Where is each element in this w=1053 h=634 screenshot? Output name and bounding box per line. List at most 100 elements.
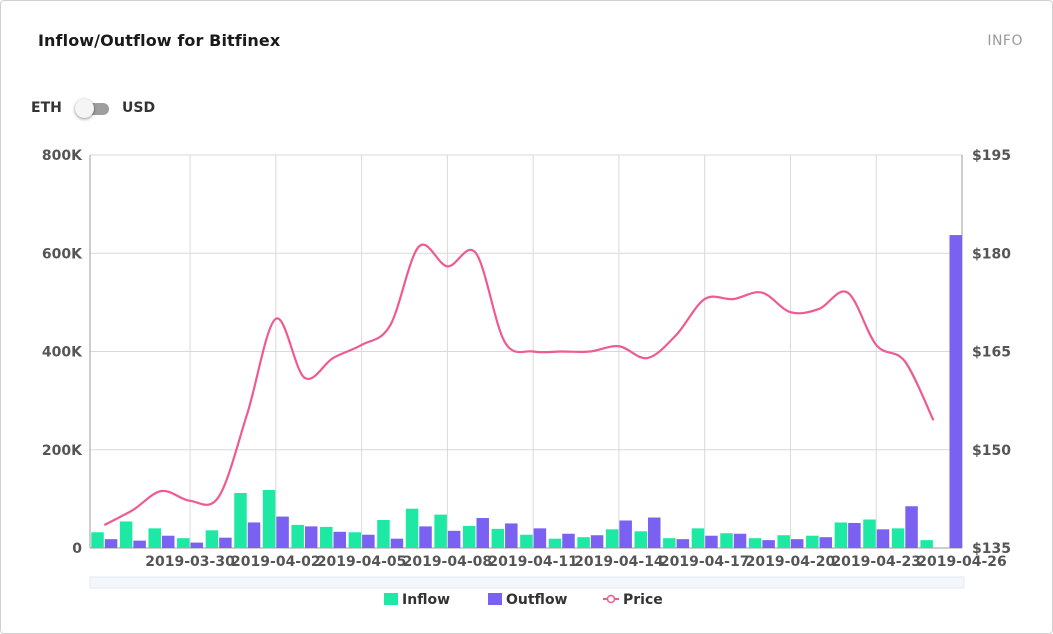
x-tick-label: 2019-04-08 bbox=[403, 554, 493, 570]
y-tick-label-right: $135 bbox=[972, 541, 1011, 557]
inflow-swatch bbox=[384, 593, 398, 605]
outflow-bar bbox=[362, 534, 375, 548]
outflow-bar bbox=[733, 533, 747, 548]
legend-item-outflow[interactable]: Outflow bbox=[488, 590, 568, 610]
inflow-bar bbox=[691, 528, 705, 548]
inflow-bar bbox=[491, 528, 505, 548]
outflow-bar bbox=[790, 539, 804, 548]
legend-label-price: Price bbox=[623, 592, 663, 608]
y-tick-label-right: $150 bbox=[972, 443, 1011, 459]
outflow-bar bbox=[247, 522, 261, 548]
inflow-bar bbox=[920, 540, 933, 548]
inflow-bar bbox=[720, 533, 733, 548]
inflow-bar bbox=[777, 535, 790, 548]
inflow-bar bbox=[320, 526, 333, 548]
outflow-bar bbox=[505, 523, 518, 548]
inflow-bar bbox=[234, 492, 247, 548]
legend-item-inflow[interactable]: Inflow bbox=[384, 590, 450, 610]
outflow-bar bbox=[476, 518, 489, 548]
inflow-bar bbox=[148, 528, 161, 548]
outflow-bar bbox=[304, 526, 318, 548]
chart-legend: Inflow Outflow Price bbox=[0, 590, 1053, 610]
outflow-bar bbox=[590, 535, 604, 548]
outflow-bar bbox=[705, 535, 718, 548]
inflow-bar bbox=[834, 522, 848, 548]
y-tick-label-right: $180 bbox=[972, 246, 1011, 262]
x-tick-label: 2019-04-23 bbox=[831, 554, 921, 570]
y-tick-label-right: $165 bbox=[972, 345, 1011, 361]
unit-toggle-switch[interactable] bbox=[75, 99, 109, 118]
inflow-bar bbox=[434, 514, 447, 548]
inflow-bar bbox=[806, 535, 819, 548]
x-tick-label: 2019-04-20 bbox=[746, 554, 836, 570]
inflow-bar bbox=[348, 532, 362, 548]
unit-usd-label: USD bbox=[122, 100, 156, 116]
inflow-bar bbox=[405, 508, 419, 548]
outflow-bar bbox=[333, 531, 347, 548]
inflow-bar bbox=[462, 525, 476, 548]
inflow-bar bbox=[548, 538, 562, 548]
outflow-bar bbox=[533, 528, 547, 548]
inflow-bar bbox=[205, 530, 219, 548]
legend-label-inflow: Inflow bbox=[402, 592, 451, 608]
inflow-bar bbox=[177, 538, 190, 548]
outflow-bar bbox=[276, 516, 289, 548]
y-tick-label-left: 0 bbox=[72, 541, 82, 557]
inflow-bar bbox=[663, 538, 676, 548]
outflow-bar bbox=[876, 529, 890, 548]
outflow-bar bbox=[133, 540, 146, 548]
y-tick-label-left: 600K bbox=[42, 246, 83, 262]
price-line-swatch bbox=[603, 594, 619, 604]
outflow-swatch bbox=[488, 593, 502, 605]
inflow-bar bbox=[748, 538, 762, 548]
outflow-bar bbox=[762, 540, 775, 548]
inflow-bar bbox=[863, 519, 876, 548]
outflow-bar bbox=[447, 530, 461, 548]
outflow-bar bbox=[819, 537, 833, 548]
inflow-bar bbox=[605, 529, 619, 548]
x-tick-label: 2019-04-02 bbox=[231, 554, 321, 570]
inflow-bar bbox=[377, 519, 390, 548]
x-tick-label: 2019-03-30 bbox=[145, 554, 235, 570]
chart-title: Inflow/Outflow for Bitfinex bbox=[38, 31, 281, 50]
outflow-bar bbox=[905, 506, 918, 548]
outflow-bar bbox=[619, 520, 632, 548]
x-tick-label: 2019-04-17 bbox=[660, 554, 750, 570]
inflow-bar bbox=[634, 531, 648, 548]
inflow-bar bbox=[119, 521, 133, 548]
outflow-bar bbox=[562, 533, 575, 548]
outflow-bar bbox=[848, 522, 861, 548]
outflow-bar bbox=[219, 537, 232, 548]
outflow-bar bbox=[949, 235, 962, 549]
outflow-bar bbox=[161, 535, 175, 548]
info-button[interactable]: INFO bbox=[987, 33, 1023, 49]
x-tick-label: 2019-04-14 bbox=[574, 554, 664, 570]
toggle-knob[interactable] bbox=[75, 99, 94, 118]
inflow-bar bbox=[577, 537, 590, 548]
outflow-bar bbox=[419, 526, 432, 548]
x-tick-label: 2019-04-05 bbox=[317, 554, 407, 570]
outflow-bar bbox=[676, 539, 690, 548]
y-tick-label-right: $195 bbox=[972, 148, 1011, 164]
legend-item-price[interactable]: Price bbox=[603, 590, 663, 610]
inflow-bar bbox=[520, 534, 533, 548]
legend-label-outflow: Outflow bbox=[506, 592, 568, 608]
inflow-bar bbox=[291, 524, 304, 548]
y-tick-label-left: 400K bbox=[42, 345, 83, 361]
outflow-bar bbox=[648, 517, 661, 548]
x-tick-label: 2019-04-26 bbox=[917, 554, 1007, 570]
inflow-bar bbox=[91, 532, 104, 548]
zoom-scrollbar[interactable] bbox=[89, 576, 965, 589]
y-tick-label-left: 200K bbox=[42, 443, 83, 459]
y-tick-label-left: 800K bbox=[42, 148, 83, 164]
x-tick-label: 2019-04-11 bbox=[488, 554, 578, 570]
inflow-bar bbox=[891, 528, 905, 548]
price-line bbox=[103, 243, 935, 527]
unit-eth-label: ETH bbox=[31, 100, 62, 116]
outflow-bar bbox=[104, 539, 118, 548]
inflow-bar bbox=[262, 490, 276, 548]
outflow-bar bbox=[390, 538, 404, 548]
outflow-bar bbox=[190, 542, 204, 548]
